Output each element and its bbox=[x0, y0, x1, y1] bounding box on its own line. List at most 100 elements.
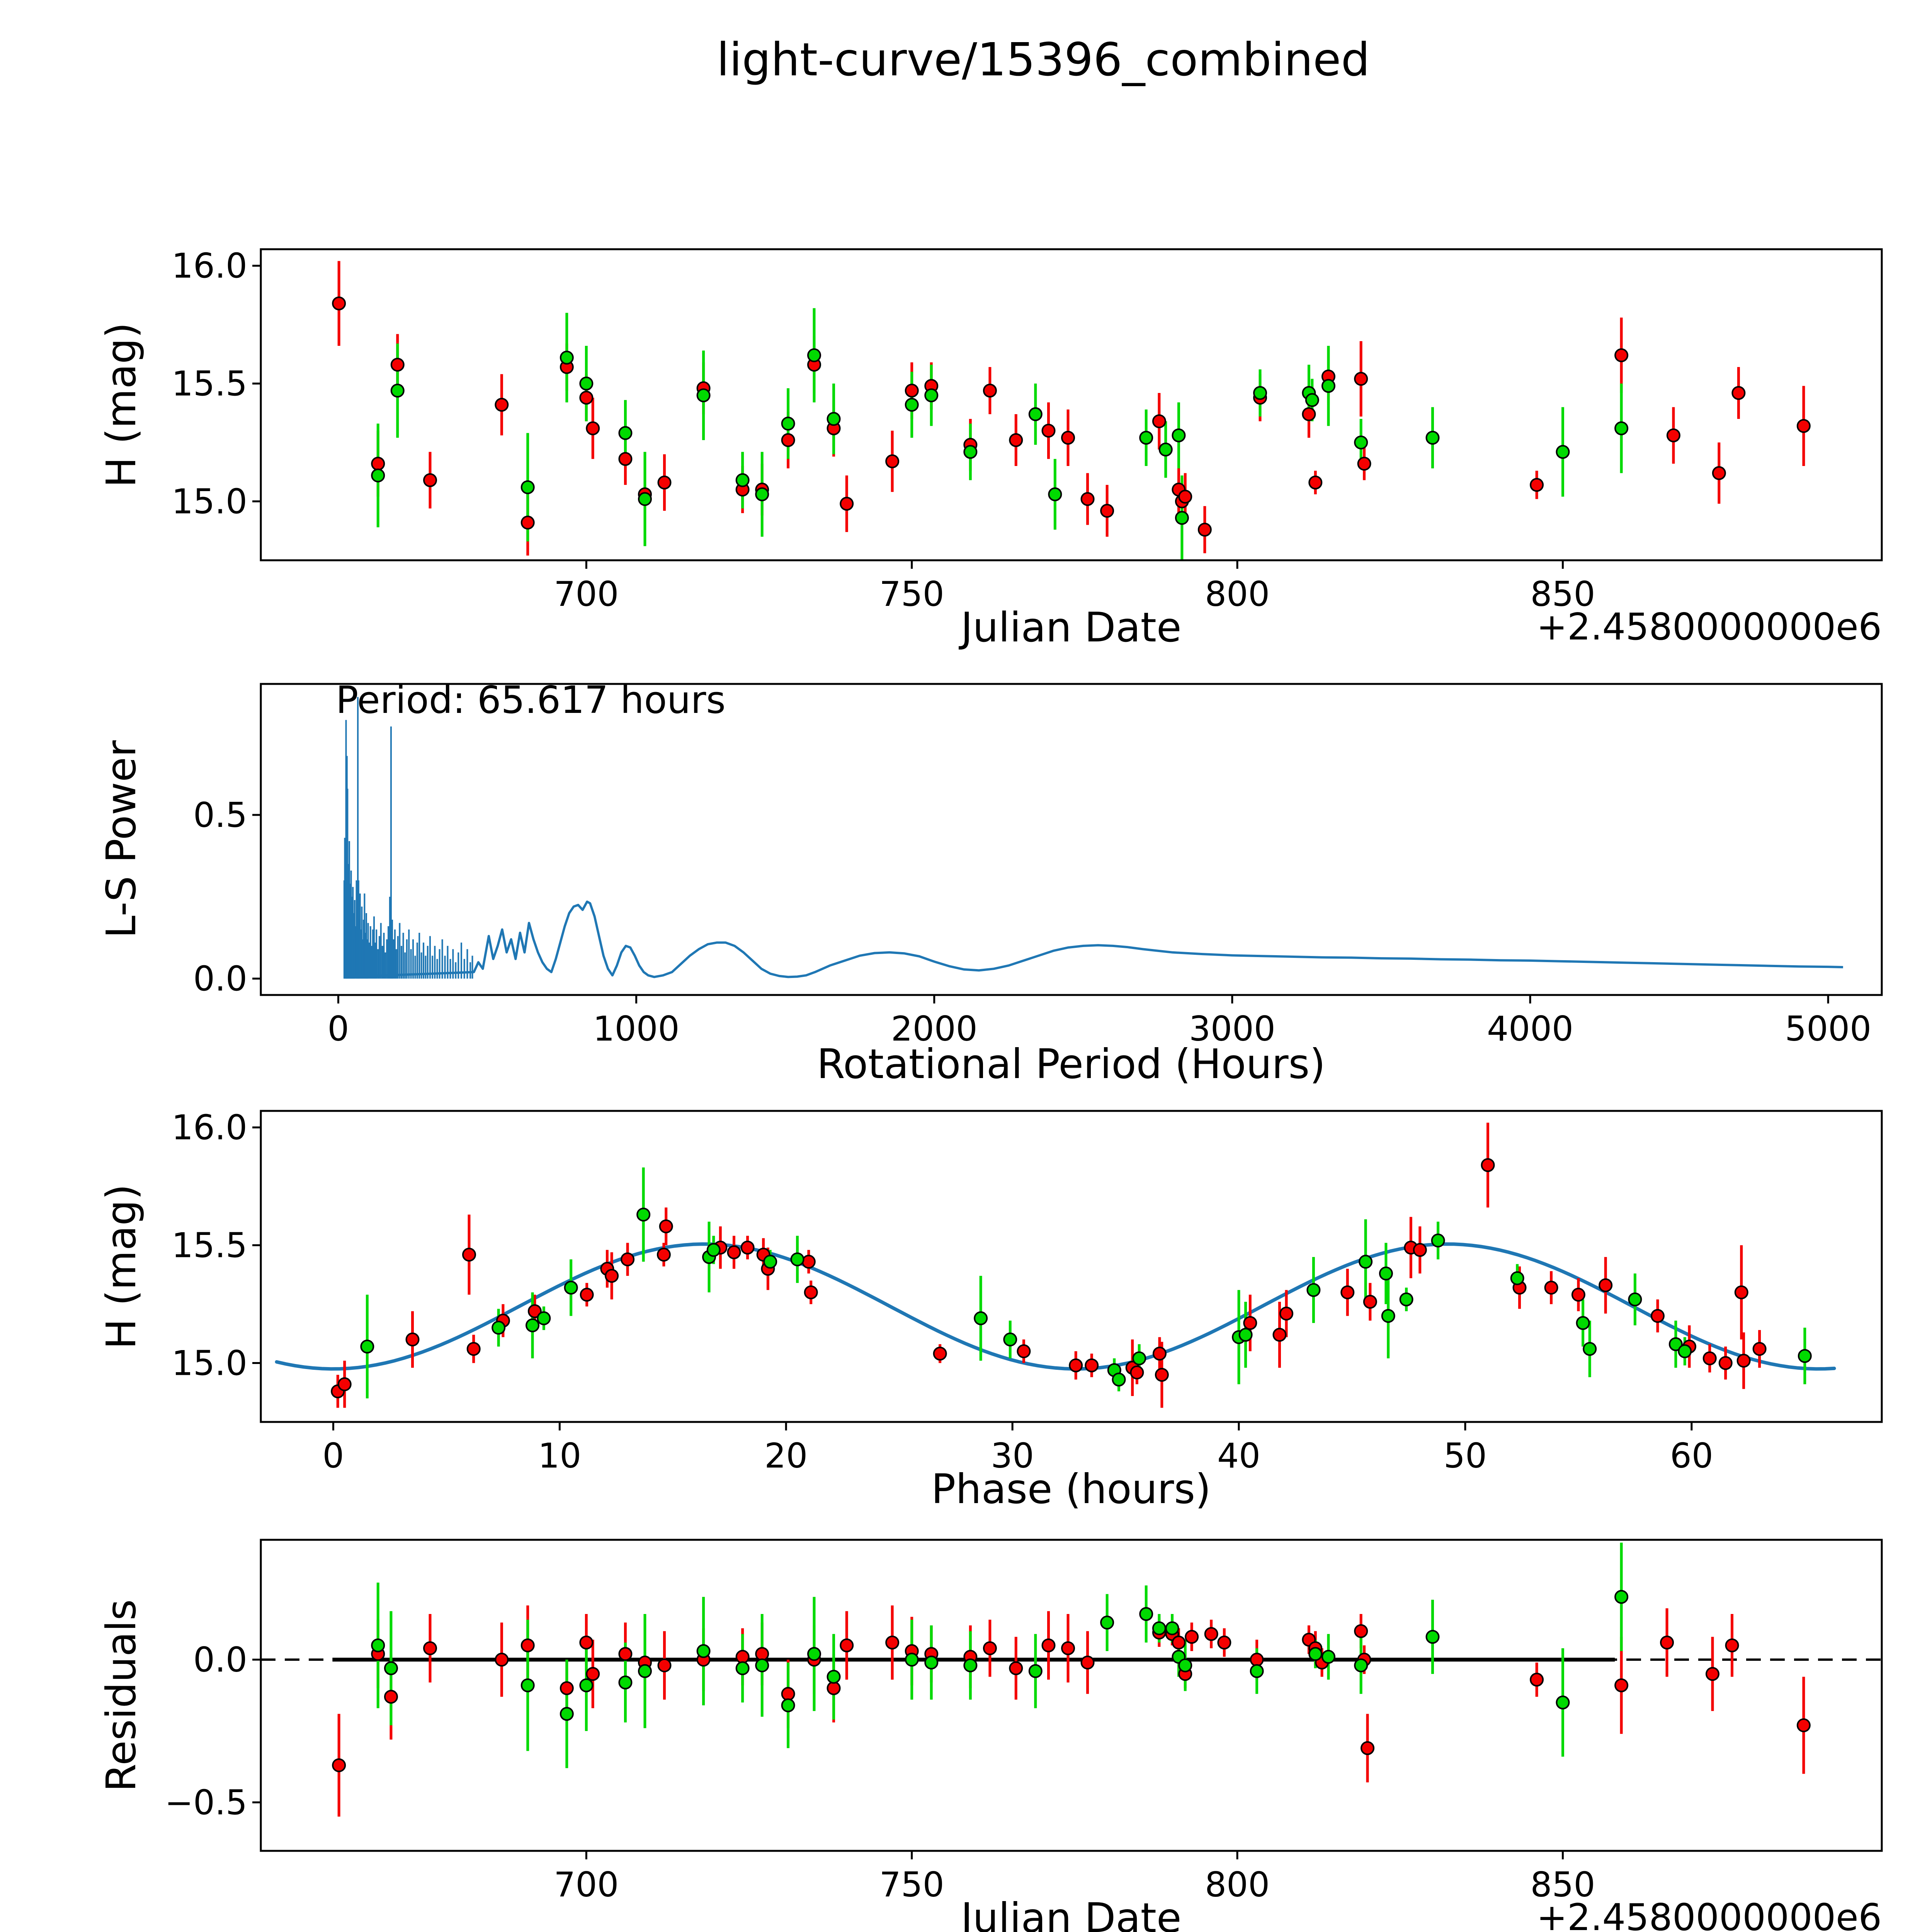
data-point bbox=[1028, 1664, 1043, 1678]
data-point bbox=[1080, 492, 1095, 506]
data-point bbox=[933, 1347, 947, 1361]
data-point bbox=[706, 1243, 721, 1257]
data-point bbox=[1003, 1332, 1017, 1347]
data-point bbox=[905, 383, 919, 398]
data-point bbox=[520, 480, 535, 494]
data-point bbox=[1734, 1285, 1748, 1299]
data-point bbox=[727, 1245, 741, 1259]
data-point bbox=[605, 1269, 619, 1283]
data-point bbox=[520, 1638, 535, 1653]
data-point bbox=[924, 388, 939, 403]
data-point bbox=[1796, 1718, 1811, 1733]
data-point bbox=[963, 445, 978, 459]
x-tick-label: 50 bbox=[1444, 1436, 1487, 1476]
data-point bbox=[1614, 421, 1629, 435]
x-tick-label: 750 bbox=[879, 574, 944, 614]
fit-curve bbox=[275, 1242, 1836, 1371]
data-point bbox=[1172, 1635, 1186, 1650]
data-point bbox=[1354, 1624, 1368, 1638]
data-point bbox=[659, 1219, 673, 1233]
panel-lightcurve: H (mag) Julian Date +2.4580000000e6 700 7… bbox=[98, 246, 1883, 651]
y-tick-label: 16.0 bbox=[172, 246, 247, 286]
x-tick-label: 60 bbox=[1670, 1436, 1713, 1476]
data-point bbox=[1628, 1292, 1642, 1306]
y-tick-label: −0.5 bbox=[165, 1782, 247, 1822]
data-point bbox=[1599, 1278, 1613, 1293]
data-point bbox=[1614, 1678, 1629, 1692]
data-point bbox=[1660, 1635, 1674, 1650]
data-point bbox=[1363, 1294, 1377, 1309]
data-point bbox=[618, 452, 633, 466]
data-point bbox=[332, 296, 346, 311]
data-point bbox=[1481, 1158, 1495, 1172]
data-point bbox=[1061, 1641, 1075, 1655]
data-point bbox=[1152, 1347, 1167, 1361]
data-point bbox=[1009, 1661, 1023, 1675]
data-point bbox=[579, 391, 594, 405]
data-point bbox=[1132, 1351, 1146, 1366]
axes-frame bbox=[260, 683, 1883, 996]
data-point bbox=[579, 1678, 594, 1692]
periodogram-curve bbox=[344, 900, 1843, 978]
data-point bbox=[1158, 442, 1173, 457]
data-point bbox=[924, 1655, 939, 1670]
data-point bbox=[1017, 1344, 1031, 1359]
x-axis-label-julian-date-2: Julian Date bbox=[958, 1895, 1181, 1932]
data-point bbox=[1530, 1672, 1544, 1687]
data-point bbox=[696, 388, 711, 403]
y-tick-label: 15.5 bbox=[172, 1226, 247, 1265]
data-point bbox=[371, 468, 385, 483]
data-point bbox=[586, 1667, 600, 1681]
data-point bbox=[1250, 1653, 1264, 1667]
data-point bbox=[905, 398, 919, 412]
period-annotation: Period: 65.617 hours bbox=[336, 678, 726, 722]
data-point bbox=[1796, 419, 1811, 433]
data-point bbox=[560, 350, 574, 365]
data-point bbox=[827, 1670, 841, 1684]
data-point bbox=[1678, 1344, 1692, 1359]
data-point bbox=[804, 1285, 818, 1299]
x-tick-label: 750 bbox=[879, 1865, 944, 1905]
data-point bbox=[983, 1641, 997, 1655]
data-point bbox=[1253, 386, 1267, 400]
data-point bbox=[983, 383, 997, 398]
data-point bbox=[1357, 456, 1371, 471]
data-point bbox=[1305, 393, 1319, 407]
data-point bbox=[1614, 348, 1629, 362]
data-point bbox=[462, 1248, 476, 1262]
data-point bbox=[527, 1304, 542, 1318]
x-tick-label: 0 bbox=[322, 1436, 344, 1476]
data-point bbox=[827, 1681, 841, 1696]
data-point bbox=[1583, 1342, 1597, 1356]
data-point bbox=[1041, 423, 1056, 438]
data-point bbox=[1556, 1695, 1570, 1709]
data-point bbox=[656, 1248, 671, 1262]
data-point bbox=[586, 421, 600, 435]
data-point bbox=[1185, 1630, 1199, 1644]
data-point bbox=[1798, 1349, 1812, 1363]
data-point bbox=[636, 1208, 651, 1222]
data-point bbox=[1650, 1309, 1665, 1323]
data-point bbox=[1359, 1255, 1373, 1269]
data-point bbox=[1712, 466, 1726, 480]
data-point bbox=[384, 1661, 398, 1675]
x-tick-label: 10 bbox=[538, 1436, 581, 1476]
data-point bbox=[564, 1281, 578, 1295]
data-point bbox=[1354, 372, 1368, 386]
data-point bbox=[1752, 1342, 1767, 1356]
data-point bbox=[1340, 1285, 1355, 1299]
data-point bbox=[1556, 445, 1570, 459]
data-point bbox=[1736, 1354, 1751, 1368]
data-point bbox=[1175, 511, 1189, 525]
data-point bbox=[790, 1252, 804, 1267]
data-point bbox=[466, 1342, 481, 1356]
x-tick-label: 800 bbox=[1205, 574, 1270, 614]
data-point bbox=[1178, 490, 1192, 504]
data-point bbox=[580, 1287, 594, 1302]
data-point bbox=[1379, 1266, 1393, 1281]
x-axis-label-phase: Phase (hours) bbox=[931, 1466, 1211, 1513]
data-point bbox=[1425, 1630, 1440, 1644]
data-point bbox=[1048, 487, 1062, 502]
